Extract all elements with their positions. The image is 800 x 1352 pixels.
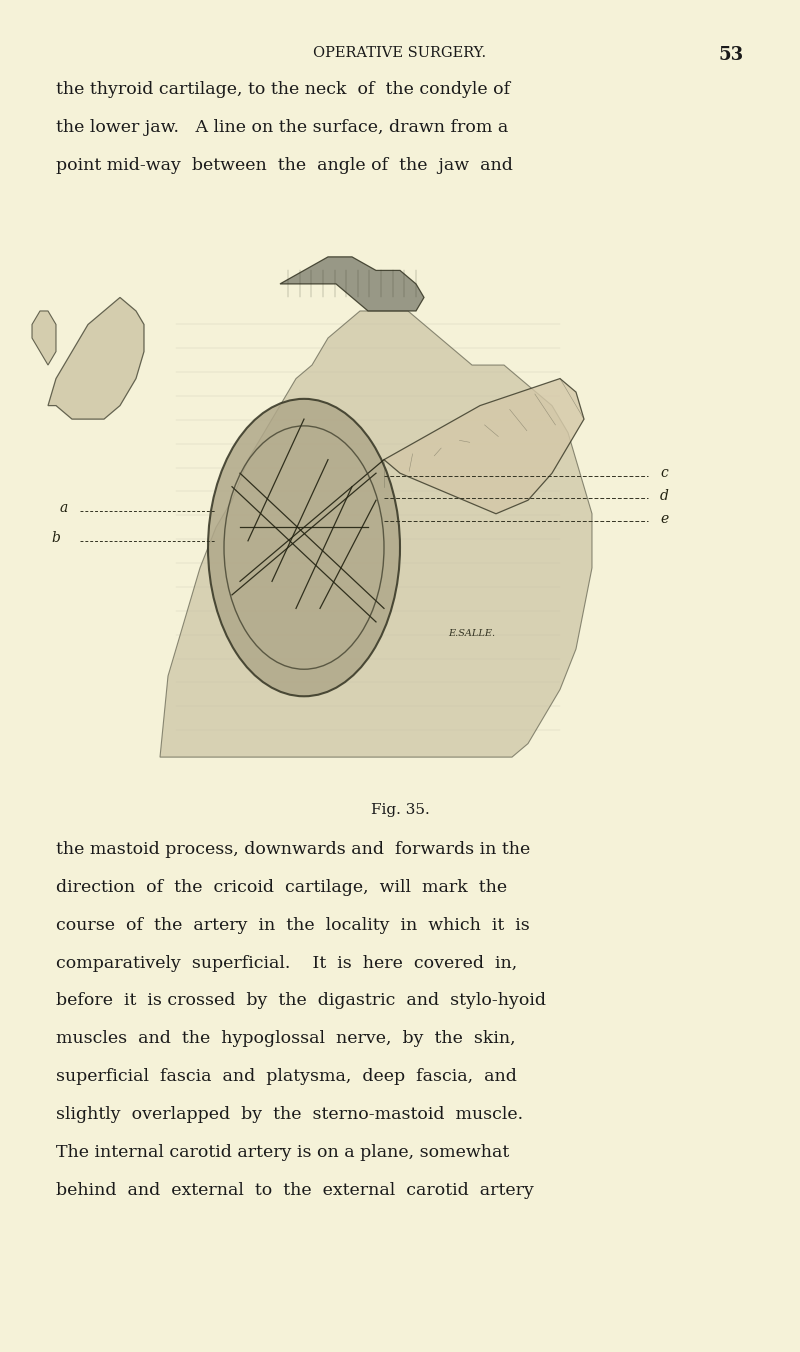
Text: the mastoid process, downwards and  forwards in the: the mastoid process, downwards and forwa… <box>56 841 530 859</box>
Text: course  of  the  artery  in  the  locality  in  which  it  is: course of the artery in the locality in … <box>56 917 530 934</box>
Text: point mid-way  between  the  angle of  the  jaw  and: point mid-way between the angle of the j… <box>56 157 513 174</box>
Text: e: e <box>660 512 668 526</box>
Text: direction  of  the  cricoid  cartilage,  will  mark  the: direction of the cricoid cartilage, will… <box>56 879 507 896</box>
Text: d: d <box>660 489 669 503</box>
Polygon shape <box>384 379 584 514</box>
Text: the lower jaw.   A line on the surface, drawn from a: the lower jaw. A line on the surface, dr… <box>56 119 508 137</box>
Polygon shape <box>48 297 144 419</box>
Ellipse shape <box>208 399 400 696</box>
Text: comparatively  superficial.    It  is  here  covered  in,: comparatively superficial. It is here co… <box>56 955 518 972</box>
Text: The internal carotid artery is on a plane, somewhat: The internal carotid artery is on a plan… <box>56 1144 510 1161</box>
Text: superficial  fascia  and  platysma,  deep  fascia,  and: superficial fascia and platysma, deep fa… <box>56 1068 517 1086</box>
Text: slightly  overlapped  by  the  sterno-mastoid  muscle.: slightly overlapped by the sterno-mastoi… <box>56 1106 523 1124</box>
Text: behind  and  external  to  the  external  carotid  artery: behind and external to the external caro… <box>56 1182 534 1199</box>
Text: the thyroid cartilage, to the neck  of  the condyle of: the thyroid cartilage, to the neck of th… <box>56 81 510 99</box>
Polygon shape <box>32 311 56 365</box>
Text: muscles  and  the  hypoglossal  nerve,  by  the  skin,: muscles and the hypoglossal nerve, by th… <box>56 1030 516 1048</box>
Text: Fig. 35.: Fig. 35. <box>370 803 430 817</box>
Text: b: b <box>51 531 60 545</box>
Text: OPERATIVE SURGERY.: OPERATIVE SURGERY. <box>314 46 486 59</box>
Text: E.SALLE.: E.SALLE. <box>448 629 495 638</box>
Text: 53: 53 <box>719 46 744 64</box>
Text: before  it  is crossed  by  the  digastric  and  stylo-hyoid: before it is crossed by the digastric an… <box>56 992 546 1010</box>
Polygon shape <box>280 257 424 311</box>
Text: c: c <box>660 466 668 480</box>
Text: a: a <box>60 502 68 515</box>
Polygon shape <box>160 311 592 757</box>
